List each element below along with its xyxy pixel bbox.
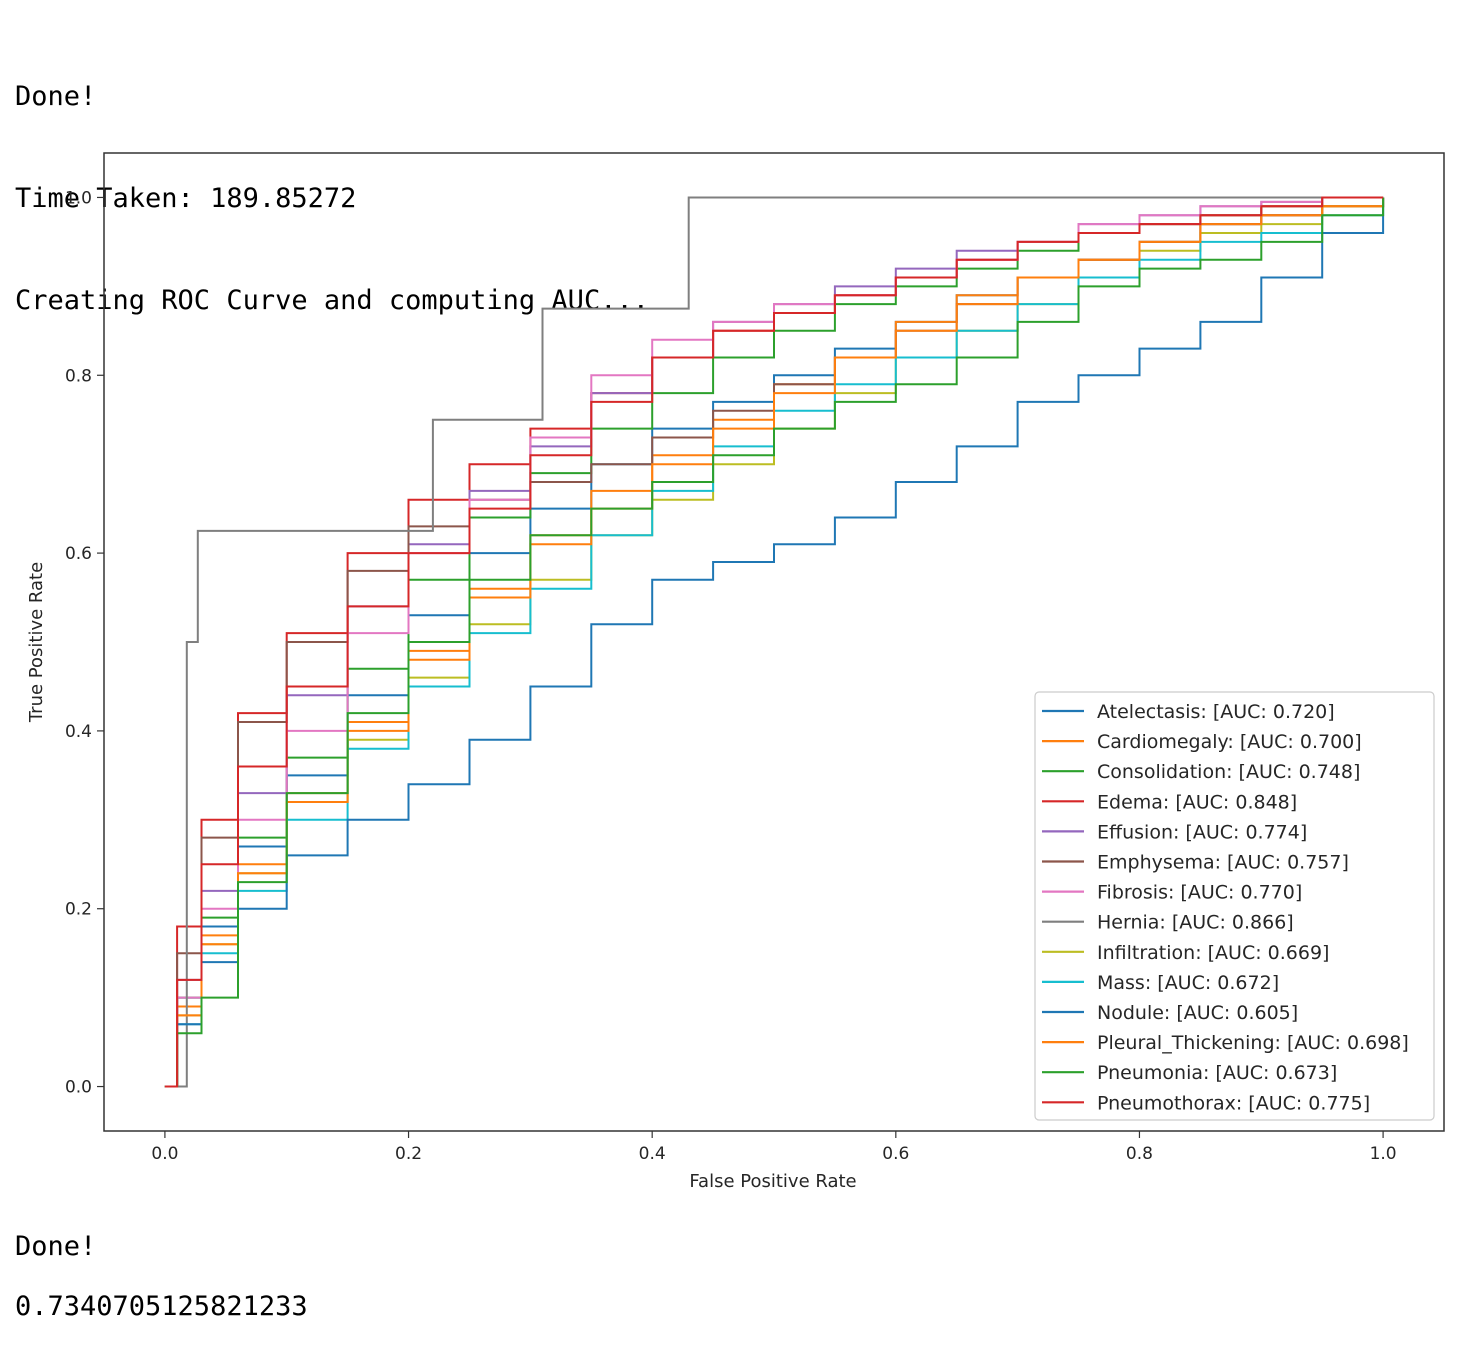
legend-entry: Nodule: [AUC: 0.605] — [1097, 1002, 1298, 1024]
x-tick-label: 0.0 — [151, 1144, 178, 1164]
y-axis-ticks: 0.0 0.2 0.4 0.6 0.8 1.0 — [65, 188, 104, 1098]
output-line-time-taken: Time Taken: 189.85272 — [15, 183, 357, 214]
x-tick-label: 0.8 — [1126, 1144, 1153, 1164]
legend-entry: Consolidation: [AUC: 0.748] — [1097, 761, 1360, 783]
x-tick-label: 0.6 — [882, 1144, 909, 1164]
roc-curve-pneumonia — [164, 197, 1385, 1088]
y-tick-label: 0.0 — [65, 1078, 92, 1098]
legend-entry: Pleural_Thickening: [AUC: 0.698] — [1097, 1032, 1409, 1054]
x-tick-label: 0.4 — [639, 1144, 666, 1164]
legend: Atelectasis: [AUC: 0.720] Cardiomegaly: [… — [1034, 691, 1435, 1121]
x-tick-label: 1.0 — [1370, 1144, 1397, 1164]
plot-frame — [103, 152, 1445, 1132]
roc-curve-pneumothorax — [164, 196, 1384, 1088]
y-tick-label: 0.6 — [65, 544, 92, 564]
legend-box — [1034, 691, 1435, 1121]
legend-entry: Edema: [AUC: 0.848] — [1097, 791, 1297, 813]
roc-curve-hernia — [164, 196, 1384, 1088]
legend-entry: Pneumonia: [AUC: 0.673] — [1097, 1062, 1337, 1084]
output-line-done: Done! — [15, 81, 97, 112]
cell-output-top: Done! Time Taken: 189.85272 Creating ROC… — [15, 12, 649, 352]
roc-curve-nodule — [164, 197, 1385, 1088]
output-line-creating-roc: Creating ROC Curve and computing AUC... — [15, 285, 649, 316]
x-tick-label: 0.2 — [395, 1144, 422, 1164]
y-axis-label: True Positive Rate — [26, 562, 47, 723]
legend-entry: Pneumothorax: [AUC: 0.775] — [1097, 1092, 1370, 1114]
legend-entry: Atelectasis: [AUC: 0.720] — [1097, 701, 1335, 723]
x-axis-label: False Positive Rate — [689, 1171, 856, 1192]
x-axis-ticks: 0.0 0.2 0.4 0.6 0.8 1.0 — [151, 1131, 1397, 1164]
legend-entry: Hernia: [AUC: 0.866] — [1097, 912, 1294, 934]
legend-entry: Cardiomegaly: [AUC: 0.700] — [1097, 731, 1362, 753]
legend-entry: Emphysema: [AUC: 0.757] — [1097, 852, 1349, 874]
legend-entry: Effusion: [AUC: 0.774] — [1097, 821, 1307, 843]
legend-entry: Mass: [AUC: 0.672] — [1097, 972, 1279, 994]
roc-curves — [164, 196, 1385, 1088]
y-tick-label: 0.2 — [65, 900, 92, 920]
y-tick-label: 1.0 — [65, 188, 92, 208]
y-tick-label: 0.8 — [65, 366, 92, 386]
legend-entry: Infiltration: [AUC: 0.669] — [1097, 942, 1329, 964]
legend-entry: Fibrosis: [AUC: 0.770] — [1097, 882, 1302, 904]
cell-output-mean-auc: 0.7340705125821233 — [15, 1291, 308, 1322]
roc-chart: 0.0 0.2 0.4 0.6 0.8 1.0 0.0 0.2 0.4 0.6 0.8 1.0 Fa… — [26, 152, 1445, 1192]
cell-output-done: Done! — [15, 1231, 97, 1262]
y-tick-label: 0.4 — [65, 722, 92, 742]
